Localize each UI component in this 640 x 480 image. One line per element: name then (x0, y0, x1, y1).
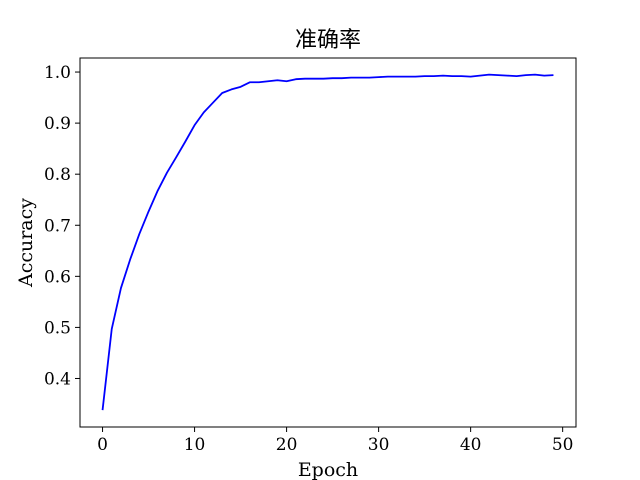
x-tick-label: 40 (460, 435, 482, 455)
x-tick-label: 0 (97, 435, 108, 455)
x-tick-label: 30 (368, 435, 390, 455)
series-line-0 (101, 73, 554, 411)
y-tick-label: 0.4 (44, 369, 71, 389)
y-tick-label: 0.6 (44, 267, 71, 287)
plot-frame (79, 57, 577, 428)
axes-layer: 0 10 20 30 40 50 0.4 0.5 0.6 0.7 0.8 0.9 1.0 (44, 57, 577, 455)
x-axis-label: Epoch (298, 459, 358, 480)
x-tick-label: 50 (552, 435, 574, 455)
y-tick-label: 1.0 (44, 63, 71, 83)
y-axis-label: Accuracy (15, 198, 37, 288)
y-tick-label: 0.9 (44, 114, 71, 134)
y-tick-label: 0.7 (44, 216, 71, 236)
y-tick-label: 0.5 (44, 318, 71, 338)
x-tick-label: 20 (276, 435, 298, 455)
series-layer (101, 73, 554, 411)
x-tick-label: 10 (184, 435, 206, 455)
y-tick-label: 0.8 (44, 165, 71, 185)
chart-title: 准确率 (295, 28, 361, 53)
